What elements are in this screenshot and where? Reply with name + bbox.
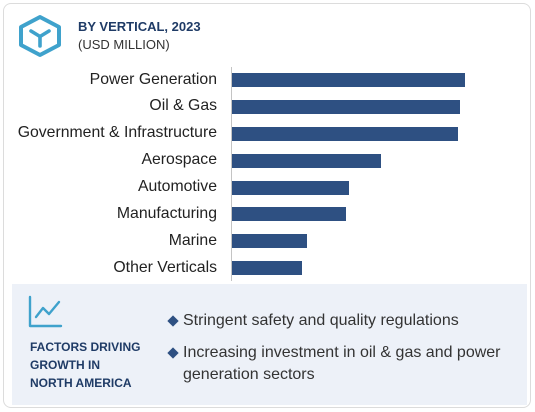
bar-power-generation	[232, 73, 465, 87]
factors-heading-line: NORTH AMERICA	[30, 376, 132, 390]
cube-icon-outline	[19, 15, 61, 57]
bar-row-other-verticals: Other Verticals	[0, 255, 535, 282]
bar-row-power-generation: Power Generation	[0, 67, 535, 94]
bar-label-automotive: Automotive	[137, 178, 217, 196]
bar-marine	[232, 234, 307, 249]
cube-icon	[19, 15, 61, 57]
bar-row-oil-gas: Oil & Gas	[0, 93, 535, 120]
line-chart-icon-axes	[28, 295, 63, 328]
chart-title: BY VERTICAL, 2023	[78, 19, 201, 34]
factor-item: Increasing investment in oil & gas and p…	[167, 342, 513, 386]
line-chart-icon-trend	[34, 300, 61, 319]
factor-item: Stringent safety and quality regulations	[167, 310, 513, 332]
factors-list: Stringent safety and quality regulations…	[167, 310, 513, 386]
bar-label-power-generation: Power Generation	[89, 70, 217, 88]
bar-other-verticals	[232, 261, 302, 276]
bar-row-manufacturing: Manufacturing	[0, 201, 535, 228]
factors-heading-line: FACTORS DRIVING	[30, 340, 141, 354]
bar-row-automotive: Automotive	[0, 174, 535, 201]
bar-row-marine: Marine	[0, 228, 535, 255]
bar-label-aerospace: Aerospace	[141, 151, 217, 169]
bar-label-government-infrastructure: Government & Infrastructure	[17, 124, 217, 142]
bar-label-other-verticals: Other Verticals	[113, 258, 217, 276]
factors-panel: FACTORS DRIVING GROWTH IN NORTH AMERICA …	[12, 284, 527, 405]
factors-heading: FACTORS DRIVING GROWTH IN NORTH AMERICA	[30, 338, 140, 392]
line-chart-icon	[28, 295, 63, 328]
bar-automotive	[232, 180, 349, 195]
bar-manufacturing	[232, 207, 347, 222]
bar-oil-gas	[232, 99, 461, 114]
bar-aerospace	[232, 153, 382, 168]
factor-text: Stringent safety and quality regulations	[183, 312, 459, 329]
bar-label-oil-gas: Oil & Gas	[149, 97, 217, 115]
chart-subtitle: (USD MILLION)	[78, 37, 170, 52]
diamond-bullet-icon	[167, 315, 179, 327]
bar-row-government-infrastructure: Government & Infrastructure	[0, 120, 535, 147]
bar-chart: Power Generation Oil & Gas Government & In…	[0, 67, 535, 282]
y-axis-line	[231, 67, 232, 281]
factor-text: Increasing investment in oil & gas and p…	[183, 344, 501, 383]
bar-label-marine: Marine	[168, 231, 217, 249]
bar-government-infrastructure	[232, 126, 458, 141]
diamond-bullet-icon	[167, 347, 179, 359]
factors-heading-line: GROWTH IN	[30, 358, 100, 372]
bar-label-manufacturing: Manufacturing	[116, 204, 217, 222]
bar-row-aerospace: Aerospace	[0, 147, 535, 174]
